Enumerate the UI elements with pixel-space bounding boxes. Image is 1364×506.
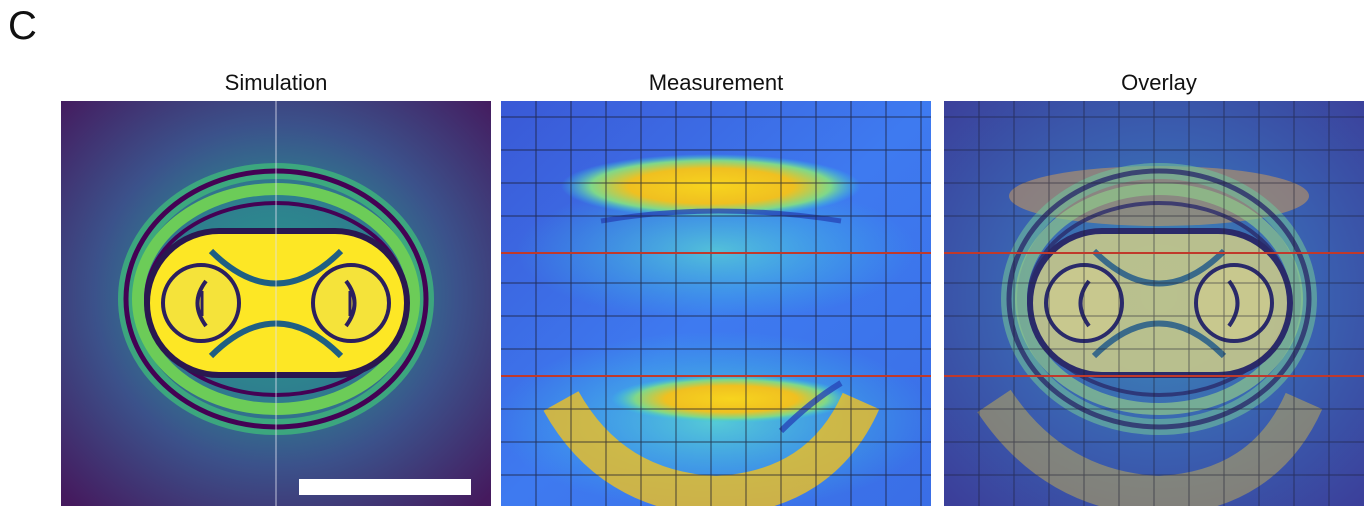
measurement-title: Measurement bbox=[648, 70, 784, 95]
overlay-image bbox=[944, 101, 1364, 506]
simulation-title: Simulation bbox=[224, 70, 328, 95]
scale-bar bbox=[299, 479, 471, 495]
measurement-image bbox=[501, 101, 931, 506]
simulation-image bbox=[61, 101, 491, 506]
overlay-title: Overlay bbox=[1121, 70, 1197, 95]
panel-letter: C bbox=[8, 4, 37, 48]
